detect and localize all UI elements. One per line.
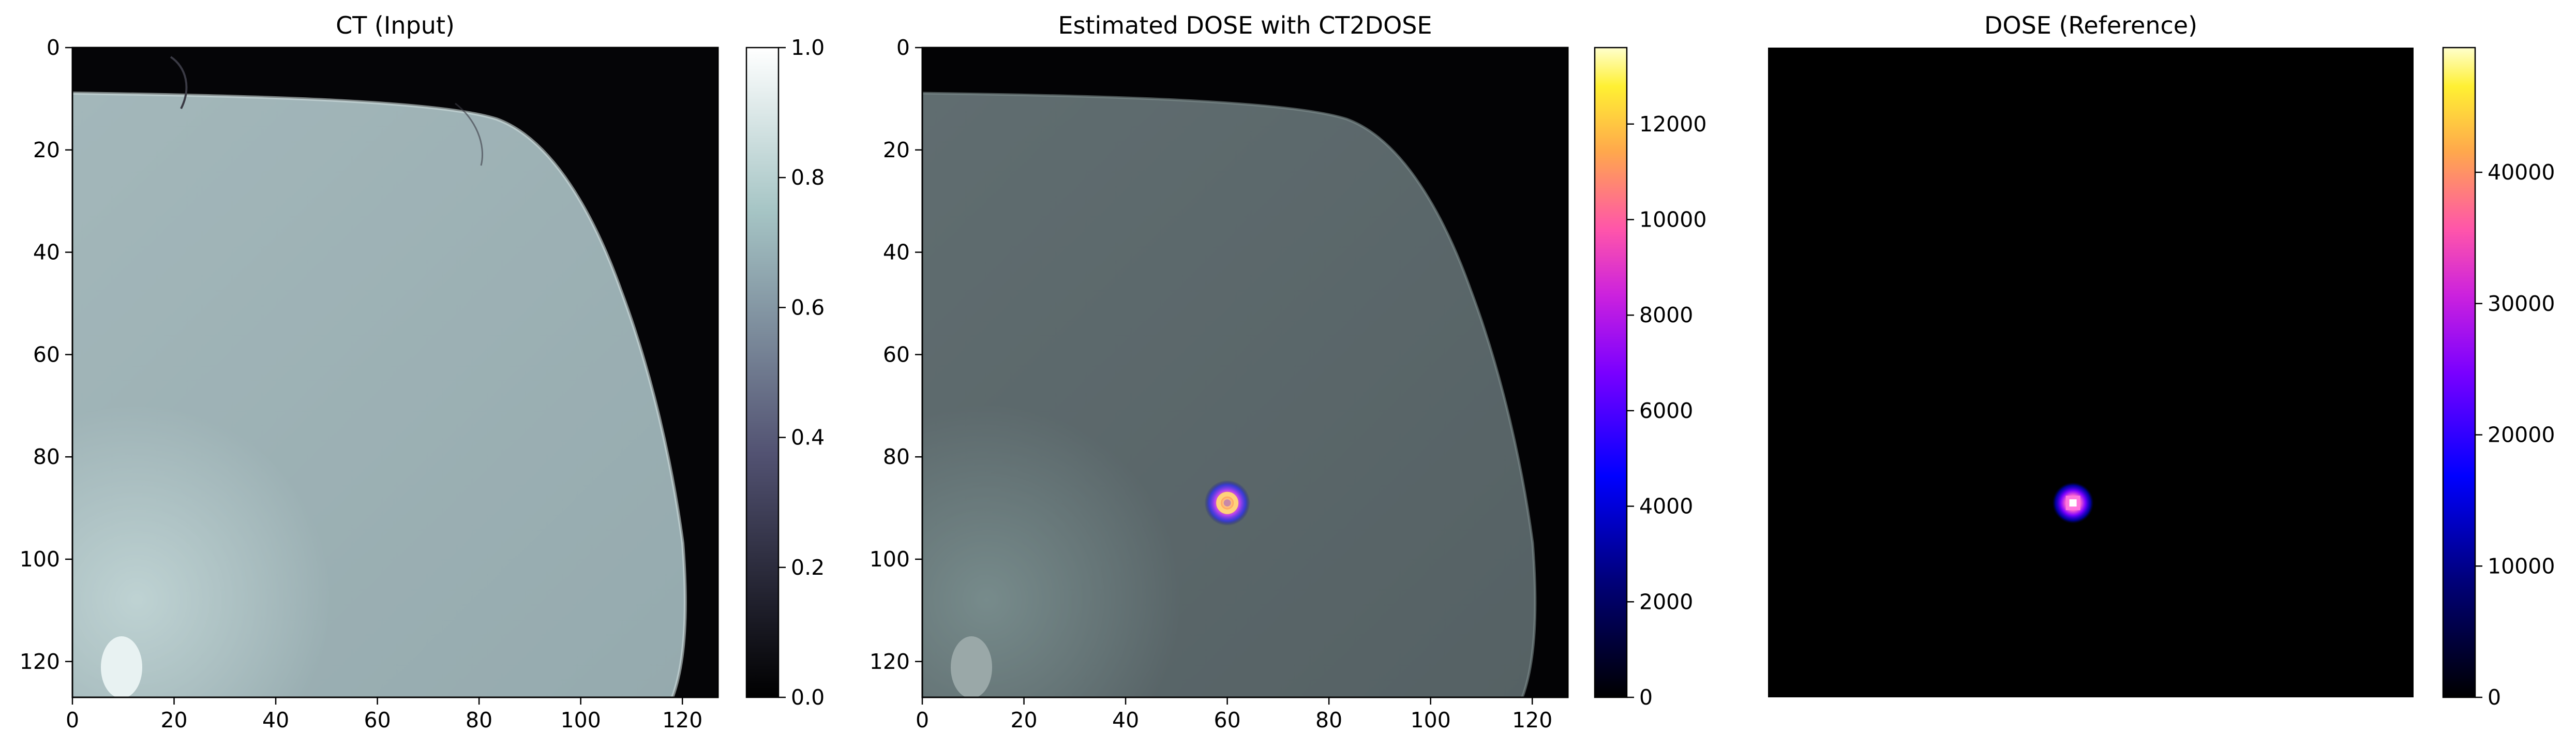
panel-1-colorbar-ticks: 0.0 0.2 0.4 0.6 0.8 1.0 [778,35,825,710]
panel-1-image [72,48,718,697]
panel-ct-input: CT (Input) 0 20 40 60 80 100 120 0 20 40 60 80 100 1… [20,11,825,733]
x-tick-label: 20 [1010,708,1037,733]
y-tick-label: 40 [33,240,60,265]
y-tick-label: 100 [20,547,60,572]
panel-2-colorbar-ticks: 0 2000 4000 6000 8000 10000 12000 [1627,112,1706,710]
panel-2-x-ticks: 0 20 40 60 80 100 120 [916,697,1552,733]
panel-2-y-ticks: 0 20 40 60 80 100 120 [870,35,922,674]
panel-1-y-ticks: 0 20 40 60 80 100 120 [20,35,72,674]
panel-3-image [1768,48,2414,697]
colorbar-tick-label: 30000 [2488,291,2555,316]
panel-estimated-dose: Estimated DOSE with CT2DOSE 0 20 40 60 80 100… [870,11,1707,733]
colorbar-tick-label: 20000 [2488,423,2555,447]
y-tick-label: 80 [33,444,60,469]
panel-3-title: DOSE (Reference) [1984,11,2197,39]
y-tick-label: 120 [20,649,60,674]
x-tick-label: 80 [466,708,492,733]
colorbar-tick-label: 0.4 [791,425,825,450]
x-tick-label: 120 [662,708,702,733]
panel-2-colorbar: 0 2000 4000 6000 8000 10000 12000 [1594,47,1706,710]
panel-1-colorbar: 0.0 0.2 0.4 0.6 0.8 1.0 [745,35,825,710]
y-tick-label: 0 [896,35,910,60]
colorbar-tick-label: 2000 [1639,589,1693,614]
colorbar-tick-label: 8000 [1639,303,1693,327]
x-tick-label: 40 [262,708,289,733]
colorbar-tick-label: 12000 [1639,112,1706,137]
x-tick-label: 20 [160,708,187,733]
panel-3-colorbar-ticks: 0 10000 20000 30000 40000 [2475,160,2555,710]
x-tick-label: 120 [1512,708,1552,733]
x-tick-label: 60 [364,708,391,733]
panel-1-title: CT (Input) [336,11,455,39]
colorbar-tick-label: 0 [2488,685,2501,710]
y-tick-label: 20 [883,138,910,162]
colorbar-tick-label: 0 [1639,685,1653,710]
colorbar-tick-label: 0.6 [791,295,825,320]
x-tick-label: 100 [561,708,601,733]
panel-2-dose-hotspot [1204,480,1250,526]
panel-1-x-ticks: 0 20 40 60 80 100 120 [66,697,702,733]
x-tick-label: 0 [66,708,79,733]
colorbar-tick-label: 0.2 [791,555,825,580]
dose-core [1223,499,1231,507]
y-tick-label: 120 [870,649,910,674]
x-tick-label: 100 [1411,708,1451,733]
colorbar-tick-label: 0.0 [791,685,825,710]
x-tick-label: 0 [916,708,929,733]
x-tick-label: 40 [1112,708,1139,733]
dose-core [2069,499,2077,507]
y-tick-label: 60 [33,342,60,367]
x-tick-label: 80 [1315,708,1342,733]
colorbar-tick-label: 1.0 [791,35,825,60]
panel-3-dose-hotspot [2052,482,2094,524]
colorbar-tick-label: 40000 [2488,160,2555,185]
colorbar-tick-label: 0.8 [791,165,825,190]
panel-dose-reference: DOSE (Reference) 0 10000 20000 30000 40000 [1768,11,2555,710]
panel-2-image [922,48,1568,697]
colorbar-tick-label: 10000 [2488,554,2555,578]
y-tick-label: 40 [883,240,910,265]
y-tick-label: 60 [883,342,910,367]
y-tick-label: 80 [883,444,910,469]
panel-2-title: Estimated DOSE with CT2DOSE [1058,11,1432,39]
colorbar-tick-label: 4000 [1639,494,1693,519]
dose-ring [1216,491,1239,514]
colorbar-tick-label: 10000 [1639,207,1706,232]
panel-3-colorbar: 0 10000 20000 30000 40000 [2442,47,2555,710]
y-tick-label: 20 [33,138,60,162]
y-tick-label: 0 [47,35,60,60]
colorbar-tick-label: 6000 [1639,398,1693,423]
y-tick-label: 100 [870,547,910,572]
x-tick-label: 60 [1214,708,1241,733]
